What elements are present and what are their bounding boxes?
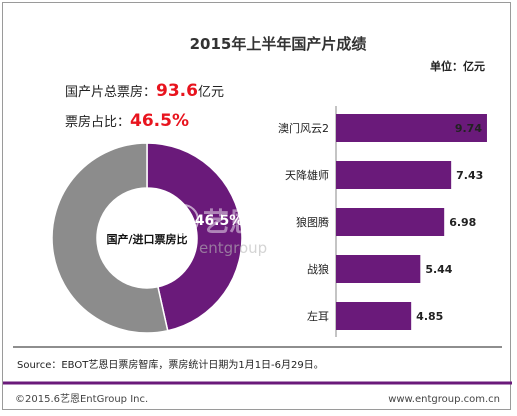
donut-slice: [146, 142, 243, 332]
share-value: 46.5%: [130, 111, 189, 131]
bar-value-label: 4.85: [416, 310, 443, 323]
donut-slice: [51, 142, 169, 334]
chart-title: 2015年上半年国产片成绩: [190, 35, 367, 53]
bar-value-label: 9.74: [455, 122, 482, 135]
share-label: 票房占比：: [65, 114, 130, 130]
donut-slice-label: 46.5%: [195, 213, 244, 229]
bar-value-label: 6.98: [449, 216, 476, 229]
bar-category-label: 澳门风云2: [278, 121, 329, 135]
watermark-brand-cn: 艺恩: [203, 208, 255, 238]
total-label: 国产片总票房：: [65, 84, 156, 100]
bar-chart: 澳门风云2 9.74 天降雄师 7.43 狼图腾 6.98 战狼 5.44 左耳 4.85: [278, 106, 487, 337]
bar-value-label: 5.44: [425, 263, 452, 276]
donut-center-label: 国产/进口票房比: [106, 232, 187, 246]
bar-category-label: 狼图腾: [296, 215, 329, 229]
total-box-office: 国产片总票房：93.6亿元: [65, 81, 224, 101]
source-note: Source：EBOT艺恩日票房智库，票房统计日期为1月1日-6月29日。: [17, 358, 324, 371]
donut-chart: 46.5%: [51, 142, 244, 334]
bar-category-label: 战狼: [307, 262, 329, 276]
share-line: 票房占比：46.5%: [65, 111, 189, 131]
unit-label: 单位：亿元: [430, 59, 485, 73]
bar: [336, 302, 412, 330]
bar-category-label: 天降雄师: [285, 168, 329, 182]
total-value: 93.6: [156, 81, 198, 101]
total-unit: 亿元: [198, 85, 224, 100]
bar-category-label: 左耳: [307, 310, 329, 323]
bar: [336, 255, 421, 283]
bar: [336, 114, 487, 142]
footer-copyright: ©2015.6艺恩EntGroup Inc.: [15, 393, 148, 405]
chart-canvas: 2015年上半年国产片成绩 单位：亿元 国产片总票房：93.6亿元 票房占比：4…: [3, 35, 512, 405]
footer-website: www.entgroup.com.cn: [388, 394, 500, 405]
bar: [336, 208, 445, 236]
chart-frame: 2015年上半年国产片成绩 单位：亿元 国产片总票房：93.6亿元 票房占比：4…: [2, 2, 512, 410]
watermark-logo: 艺恩 entgroup: [167, 204, 267, 257]
bar-value-label: 7.43: [456, 169, 483, 182]
bar: [336, 161, 452, 189]
watermark-brand-en: entgroup: [199, 239, 267, 257]
